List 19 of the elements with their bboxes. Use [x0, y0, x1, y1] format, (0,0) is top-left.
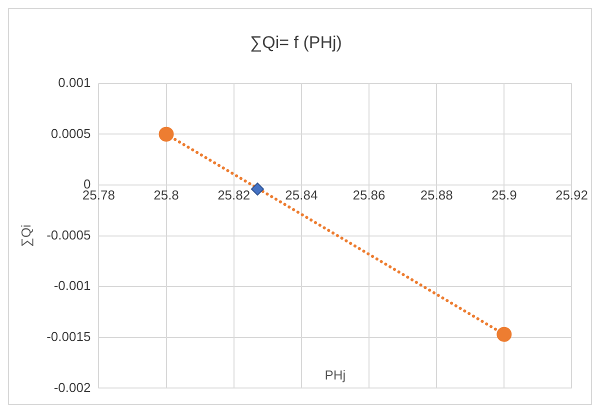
y-tick-label: -0.002 — [54, 380, 91, 395]
point — [158, 126, 174, 142]
x-tick-label: 25.86 — [352, 187, 386, 202]
y-tick-label: -0.001 — [54, 278, 91, 294]
y-tick-label: 0.001 — [58, 74, 91, 90]
y-axis-title: ∑Qi — [18, 224, 34, 247]
y-tick-label: 0.0005 — [50, 126, 91, 141]
x-tick-label: 25.9 — [492, 187, 517, 202]
x-tick-label: 25.88 — [420, 187, 453, 202]
x-axis-title: PHj — [324, 367, 346, 382]
chart-title: ∑Qi= f (PHj) — [250, 32, 342, 52]
point — [251, 182, 264, 196]
x-tick-label: 25.8 — [154, 187, 179, 202]
y-tick-label: -0.0005 — [46, 227, 91, 242]
y-tick-label: -0.0015 — [46, 328, 91, 344]
point — [496, 326, 512, 342]
x-tick-label: 25.92 — [555, 187, 588, 202]
x-tick-label: 25.82 — [218, 187, 250, 202]
x-tick-label: 25.84 — [285, 187, 318, 202]
